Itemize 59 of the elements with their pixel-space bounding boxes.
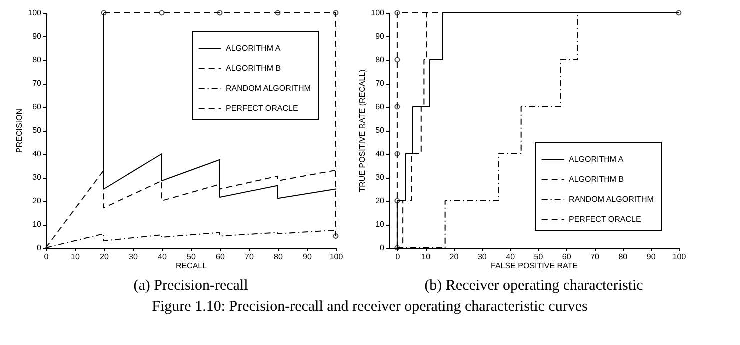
x-tick-label: 30 [478,252,488,262]
legend-label: RANDOM ALGORITHM [569,195,654,204]
y-tick-label: 80 [376,56,386,64]
legend-label: ALGORITHM A [226,44,282,53]
x-tick-label: 0 [396,252,401,262]
x-tick-label: 50 [187,252,196,262]
y-tick-label: 60 [32,102,42,112]
y-tick-label: 80 [32,56,42,64]
y-tick-label: 40 [376,150,386,158]
x-tick-label: 50 [534,252,544,262]
x-axis-title: FALSE POSITIVE RATE [491,262,578,270]
x-tick-label: 40 [506,252,516,262]
x-tick-label: 100 [330,252,344,262]
y-tick-label: 90 [32,32,42,41]
y-tick-label: 10 [376,220,386,229]
y-tick-label: 20 [376,196,386,206]
legend-label: PERFECT ORACLE [226,104,298,113]
y-tick-label: 0 [37,244,42,252]
x-tick-label: 20 [450,252,460,262]
y-tick-label: 30 [32,173,42,182]
x-tick-label: 0 [44,252,50,262]
y-axis-title: TRUE POSITIVE RATE (RECALL) [358,69,368,192]
caption: Figure 1.10: Precision-recall and receiver operating characteristic curves [151,299,589,316]
x-tick-label: 10 [422,252,432,262]
y-tick-label: 70 [376,79,386,88]
y-tick-label: 40 [32,150,42,158]
legend-label: RANDOM ALGORITHM [226,84,312,93]
x-tick-label: 70 [590,252,600,262]
y-tick-label: 50 [376,126,386,135]
y-tick-label: 20 [32,196,42,206]
text: (a) Precision-recall [134,278,248,294]
legend-label: PERFECT ORACLE [569,215,642,224]
y-tick-label: 90 [376,32,386,41]
y-axis-title: PRECISION [15,108,24,154]
x-tick-label: 30 [129,252,138,262]
x-tick-label: 60 [216,252,226,262]
legend-label: ALGORITHM B [569,175,624,184]
y-tick-label: 0 [380,244,386,252]
x-tick-label: 20 [100,252,110,262]
text: (b) Receiver operating characteristic [424,278,644,294]
y-tick-label: 10 [32,220,42,229]
y-tick-label: 70 [32,79,42,88]
x-axis-title: RECALL [176,262,208,270]
x-tick-label: 90 [303,252,312,262]
legend-label: ALGORITHM A [569,155,624,164]
x-tick-label: 70 [245,252,254,262]
x-tick-label: 10 [71,252,80,262]
y-tick-label: 60 [376,102,386,112]
y-tick-label: 100 [371,8,386,18]
x-tick-label: 80 [618,252,628,262]
x-tick-label: 80 [274,252,284,262]
x-tick-label: 90 [646,252,656,262]
x-tick-label: 100 [672,252,687,262]
y-tick-label: 50 [32,126,42,135]
x-tick-label: 40 [158,252,168,262]
x-tick-label: 60 [562,252,572,262]
y-tick-label: 30 [376,173,386,182]
y-tick-label: 100 [28,8,42,18]
legend-label: ALGORITHM B [226,64,282,73]
